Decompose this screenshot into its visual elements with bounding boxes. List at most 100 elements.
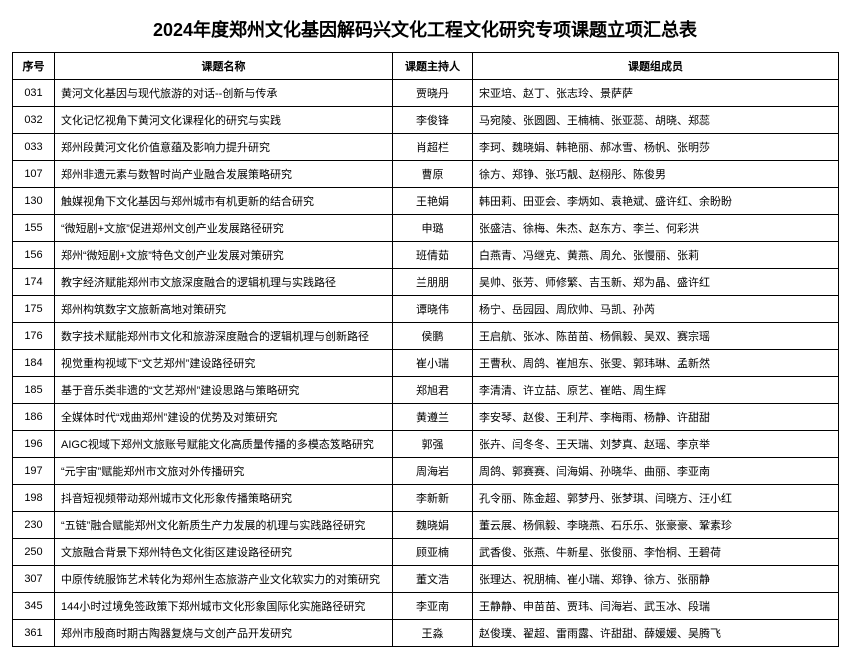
cell-project-name: 数字技术赋能郑州市文化和旅游深度融合的逻辑机理与创新路径 xyxy=(55,323,393,350)
cell-team: 李珂、魏晓娟、韩艳丽、郝冰雪、杨帆、张明莎 xyxy=(473,134,839,161)
cell-id: 361 xyxy=(13,620,55,647)
cell-id: 185 xyxy=(13,377,55,404)
table-row: 197“元宇宙”赋能郑州市文旅对外传播研究周海岩周鸽、郭赛赛、闫海娟、孙晓华、曲… xyxy=(13,458,839,485)
cell-host: 兰朋朋 xyxy=(393,269,473,296)
table-row: 033郑州段黄河文化价值意蕴及影响力提升研究肖超栏李珂、魏晓娟、韩艳丽、郝冰雪、… xyxy=(13,134,839,161)
cell-project-name: 郑州构筑数字文旅新高地对策研究 xyxy=(55,296,393,323)
cell-project-name: 抖音短视频带动郑州城市文化形象传播策略研究 xyxy=(55,485,393,512)
cell-id: 197 xyxy=(13,458,55,485)
cell-team: 赵俊璞、翟超、雷雨露、许甜甜、薛媛媛、吴腾飞 xyxy=(473,620,839,647)
table-row: 186全媒体时代“戏曲郑州”建设的优势及对策研究黄遵兰李安琴、赵俊、王利芹、李梅… xyxy=(13,404,839,431)
cell-host: 李亚南 xyxy=(393,593,473,620)
cell-host: 贾晓丹 xyxy=(393,80,473,107)
cell-host: 崔小瑞 xyxy=(393,350,473,377)
cell-project-name: 全媒体时代“戏曲郑州”建设的优势及对策研究 xyxy=(55,404,393,431)
document-page: 2024年度郑州文化基因解码兴文化工程文化研究专项课题立项汇总表 序号 课题名称… xyxy=(0,0,850,657)
cell-team: 王曹秋、周鸽、崔旭东、张雯、郭玮琳、孟新然 xyxy=(473,350,839,377)
table-row: 156郑州“微短剧+文旅”特色文创产业发展对策研究班倩茹白燕青、冯继克、黄燕、周… xyxy=(13,242,839,269)
table-row: 155“微短剧+文旅”促进郑州文创产业发展路径研究申璐张盛洁、徐梅、朱杰、赵东方… xyxy=(13,215,839,242)
table-row: 345144小时过境免签政策下郑州城市文化形象国际化实施路径研究李亚南王静静、申… xyxy=(13,593,839,620)
projects-table: 序号 课题名称 课题主持人 课题组成员 031黄河文化基因与现代旅游的对话--创… xyxy=(12,52,839,647)
cell-project-name: “微短剧+文旅”促进郑州文创产业发展路径研究 xyxy=(55,215,393,242)
cell-team: 徐方、郑铮、张巧靓、赵栩彤、陈俊男 xyxy=(473,161,839,188)
cell-id: 196 xyxy=(13,431,55,458)
cell-id: 176 xyxy=(13,323,55,350)
cell-project-name: 教字经济赋能郑州市文旅深度融合的逻辑机理与实践路径 xyxy=(55,269,393,296)
cell-team: 吴帅、张芳、师修繁、吉玉新、郑为晶、盛许红 xyxy=(473,269,839,296)
cell-project-name: 郑州市殷商时期古陶器复烧与文创产品开发研究 xyxy=(55,620,393,647)
cell-project-name: 144小时过境免签政策下郑州城市文化形象国际化实施路径研究 xyxy=(55,593,393,620)
col-header-team: 课题组成员 xyxy=(473,53,839,80)
table-row: 250文旅融合背景下郑州特色文化街区建设路径研究顾亚楠武香俊、张燕、牛新星、张俊… xyxy=(13,539,839,566)
cell-host: 王淼 xyxy=(393,620,473,647)
col-header-name: 课题名称 xyxy=(55,53,393,80)
cell-host: 魏晓娟 xyxy=(393,512,473,539)
table-row: 176数字技术赋能郑州市文化和旅游深度融合的逻辑机理与创新路径侯鹏王启航、张冰、… xyxy=(13,323,839,350)
cell-team: 王启航、张冰、陈苗苗、杨佩毅、吴双、赛宗瑶 xyxy=(473,323,839,350)
cell-team: 马宛陵、张圆圆、王楠楠、张亚蕊、胡晓、郑蕊 xyxy=(473,107,839,134)
cell-team: 张卉、闫冬冬、王天瑞、刘梦真、赵瑶、李京举 xyxy=(473,431,839,458)
table-row: 361郑州市殷商时期古陶器复烧与文创产品开发研究王淼赵俊璞、翟超、雷雨露、许甜甜… xyxy=(13,620,839,647)
cell-team: 董云展、杨佩毅、李晓燕、石乐乐、张豪豪、鞏素珍 xyxy=(473,512,839,539)
cell-project-name: 基于音乐类非遗的“文艺郑州”建设思路与策略研究 xyxy=(55,377,393,404)
col-header-host: 课题主持人 xyxy=(393,53,473,80)
cell-host: 顾亚楠 xyxy=(393,539,473,566)
cell-team: 杨宁、岳园园、周欣帅、马凯、孙芮 xyxy=(473,296,839,323)
cell-host: 曹原 xyxy=(393,161,473,188)
cell-project-name: AIGC视域下郑州文旅账号赋能文化高质量传播的多模态笈略研究 xyxy=(55,431,393,458)
cell-id: 184 xyxy=(13,350,55,377)
cell-host: 周海岩 xyxy=(393,458,473,485)
cell-project-name: 文旅融合背景下郑州特色文化街区建设路径研究 xyxy=(55,539,393,566)
cell-host: 李俊锋 xyxy=(393,107,473,134)
cell-project-name: 文化记忆视角下黄河文化课程化的研究与实践 xyxy=(55,107,393,134)
cell-project-name: “五链”融合赋能郑州文化新质生产力发展的机理与实践路径研究 xyxy=(55,512,393,539)
cell-id: 198 xyxy=(13,485,55,512)
table-row: 307中原传统服饰艺术转化为郑州生态旅游产业文化软实力的对策研究董文浩张理达、祝… xyxy=(13,566,839,593)
cell-host: 申璐 xyxy=(393,215,473,242)
cell-project-name: 郑州“微短剧+文旅”特色文创产业发展对策研究 xyxy=(55,242,393,269)
cell-id: 230 xyxy=(13,512,55,539)
cell-project-name: 郑州段黄河文化价值意蕴及影响力提升研究 xyxy=(55,134,393,161)
cell-id: 175 xyxy=(13,296,55,323)
table-row: 185基于音乐类非遗的“文艺郑州”建设思路与策略研究郑旭君李清清、许立喆、原艺、… xyxy=(13,377,839,404)
cell-id: 156 xyxy=(13,242,55,269)
cell-id: 186 xyxy=(13,404,55,431)
table-row: 174教字经济赋能郑州市文旅深度融合的逻辑机理与实践路径兰朋朋吴帅、张芳、师修繁… xyxy=(13,269,839,296)
cell-team: 张理达、祝朋楠、崔小瑞、郑铮、徐方、张丽静 xyxy=(473,566,839,593)
cell-id: 250 xyxy=(13,539,55,566)
cell-id: 345 xyxy=(13,593,55,620)
cell-id: 130 xyxy=(13,188,55,215)
cell-team: 孔令丽、陈金超、郭梦丹、张梦琪、闫晓方、汪小红 xyxy=(473,485,839,512)
cell-host: 董文浩 xyxy=(393,566,473,593)
table-header-row: 序号 课题名称 课题主持人 课题组成员 xyxy=(13,53,839,80)
cell-team: 周鸽、郭赛赛、闫海娟、孙晓华、曲丽、李亚南 xyxy=(473,458,839,485)
table-body: 031黄河文化基因与现代旅游的对话--创新与传承贾晓丹宋亚培、赵丁、张志玲、景萨… xyxy=(13,80,839,647)
cell-host: 李新新 xyxy=(393,485,473,512)
cell-team: 韩田莉、田亚会、李炳如、袁艳斌、盛许红、余盼盼 xyxy=(473,188,839,215)
cell-host: 侯鹏 xyxy=(393,323,473,350)
cell-team: 宋亚培、赵丁、张志玲、景萨萨 xyxy=(473,80,839,107)
cell-id: 174 xyxy=(13,269,55,296)
cell-id: 307 xyxy=(13,566,55,593)
table-row: 230“五链”融合赋能郑州文化新质生产力发展的机理与实践路径研究魏晓娟董云展、杨… xyxy=(13,512,839,539)
cell-project-name: 触媒视角下文化基因与郑州城市有机更新的结合研究 xyxy=(55,188,393,215)
cell-id: 032 xyxy=(13,107,55,134)
cell-id: 155 xyxy=(13,215,55,242)
cell-team: 王静静、申苗苗、贾玮、闫海岩、武玉冰、段瑞 xyxy=(473,593,839,620)
col-header-id: 序号 xyxy=(13,53,55,80)
table-row: 107郑州非遗元素与数智时尚产业融合发展策略研究曹原徐方、郑铮、张巧靓、赵栩彤、… xyxy=(13,161,839,188)
cell-team: 武香俊、张燕、牛新星、张俊丽、李怡桐、王碧荷 xyxy=(473,539,839,566)
cell-team: 张盛洁、徐梅、朱杰、赵东方、李兰、何彩洪 xyxy=(473,215,839,242)
page-title: 2024年度郑州文化基因解码兴文化工程文化研究专项课题立项汇总表 xyxy=(12,16,838,42)
cell-project-name: 中原传统服饰艺术转化为郑州生态旅游产业文化软实力的对策研究 xyxy=(55,566,393,593)
cell-team: 李安琴、赵俊、王利芹、李梅雨、杨静、许甜甜 xyxy=(473,404,839,431)
cell-host: 肖超栏 xyxy=(393,134,473,161)
cell-id: 031 xyxy=(13,80,55,107)
table-row: 031黄河文化基因与现代旅游的对话--创新与传承贾晓丹宋亚培、赵丁、张志玲、景萨… xyxy=(13,80,839,107)
cell-project-name: 视觉重构视域下“文艺郑州”建设路径研究 xyxy=(55,350,393,377)
table-row: 032文化记忆视角下黄河文化课程化的研究与实践李俊锋马宛陵、张圆圆、王楠楠、张亚… xyxy=(13,107,839,134)
table-row: 130触媒视角下文化基因与郑州城市有机更新的结合研究王艳娟韩田莉、田亚会、李炳如… xyxy=(13,188,839,215)
cell-host: 王艳娟 xyxy=(393,188,473,215)
cell-project-name: 黄河文化基因与现代旅游的对话--创新与传承 xyxy=(55,80,393,107)
table-row: 198抖音短视频带动郑州城市文化形象传播策略研究李新新孔令丽、陈金超、郭梦丹、张… xyxy=(13,485,839,512)
